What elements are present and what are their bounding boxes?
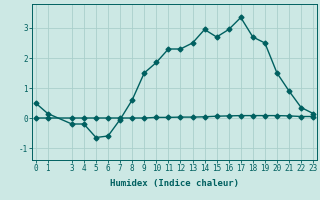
X-axis label: Humidex (Indice chaleur): Humidex (Indice chaleur) [110, 179, 239, 188]
